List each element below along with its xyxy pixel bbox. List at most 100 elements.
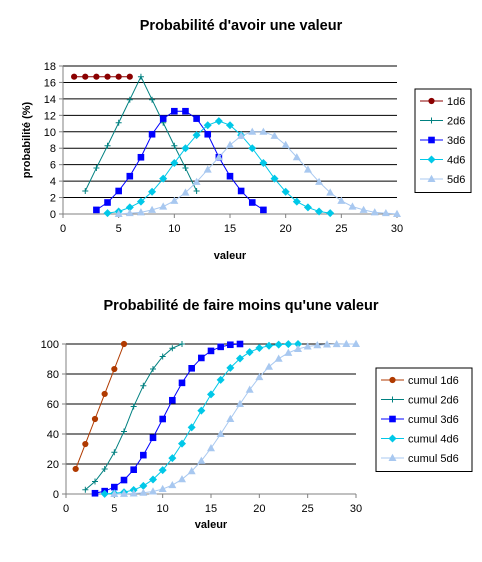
data-point [91,415,99,423]
series-1d6 [71,73,133,80]
data-point [101,390,108,398]
data-point [104,142,111,149]
data-point [248,199,256,206]
x-tick-label: 15 [205,503,217,515]
data-point [178,475,186,483]
data-point [427,174,436,182]
legend-label: cumul 4d6 [408,434,459,446]
legend-item: 5d6 [420,174,465,186]
data-point [159,174,168,183]
data-point [236,354,244,363]
series-cumul-2d6 [82,341,185,493]
data-point [217,343,224,351]
data-point [204,130,212,138]
tick-labels: 0 20 40 60 80 100 0 5 10 15 20 25 30 [41,339,362,515]
data-point [93,206,100,214]
data-point [187,423,196,432]
data-point [93,164,100,171]
data-point [136,208,145,216]
x-tick-label: 30 [391,223,403,235]
data-point [216,375,225,384]
x-tick-label: 5 [111,503,117,515]
data-point [245,348,254,357]
data-point [169,396,176,404]
axes [62,343,357,498]
legend-label: 2d6 [447,116,465,128]
data-point [265,341,273,350]
x-tick-label: 15 [224,223,236,235]
data-point [270,174,279,183]
data-point [168,480,177,489]
data-point [115,119,122,126]
data-point [193,187,200,194]
y-tick-label: 0 [53,489,59,501]
data-point [198,354,205,362]
data-point [237,187,245,195]
legend-label: 1d6 [447,96,465,108]
data-point [150,366,156,373]
legend-label: 3d6 [447,135,465,147]
y-tick-label: 80 [47,369,59,381]
data-point [103,209,112,218]
data-point [168,454,177,463]
data-point [148,205,157,213]
data-point [388,453,397,461]
y-tick-label: 14 [44,94,56,106]
legend-item: 1d6 [420,96,465,108]
data-point [359,205,368,213]
data-point [148,187,157,196]
legend-item: cumul 1d6 [381,375,459,387]
data-point [192,177,201,185]
data-point [236,399,244,407]
data-point [303,342,312,350]
x-tick-label: 20 [280,223,292,235]
y-tick-label: 4 [50,176,56,188]
data-point [159,415,166,423]
data-point [274,340,283,349]
data-point [207,347,215,355]
x-tick-label: 25 [335,223,347,235]
legend-item: cumul 3d6 [381,414,459,426]
data-point [159,115,167,122]
x-axis-label: valeur [195,519,228,531]
data-point [159,202,168,210]
data-point [193,115,200,122]
data-point [129,489,138,497]
legend-label: 5d6 [447,174,465,186]
data-point [187,467,196,475]
chart-cumul: Probabilité de faire moins qu'une valeur… [41,298,473,531]
data-point [137,153,145,161]
series-line [94,343,241,494]
data-point [139,481,148,490]
data-point [149,487,157,495]
data-point [303,165,312,173]
data-point [111,483,118,491]
data-point [182,164,189,171]
data-point [207,444,215,452]
legend-item: cumul 5d6 [381,453,459,465]
data-point [313,341,322,349]
data-point [125,208,134,217]
data-point [82,440,89,448]
legend-box [414,88,472,193]
data-point [197,456,206,464]
data-point [100,489,109,498]
data-point [227,341,234,349]
data-point [315,177,324,185]
data-point [326,188,335,196]
data-point [188,365,195,372]
series-cumul-1d6 [72,340,128,473]
data-point [192,131,201,140]
chart-title: Probabilité d'avoir une valeur [140,18,343,34]
plot-area [72,339,360,498]
data-point [140,451,147,459]
tick-labels: 0 2 4 6 8 10 12 14 16 18 0 5 10 15 20 25 30 [44,61,403,235]
data-point [226,172,234,180]
x-tick-label: 25 [302,503,314,515]
data-point [171,142,178,149]
data-point [130,403,137,410]
data-point [315,207,324,216]
series-cumul-4d6 [100,340,302,498]
data-point [104,199,111,206]
data-point [171,107,178,115]
